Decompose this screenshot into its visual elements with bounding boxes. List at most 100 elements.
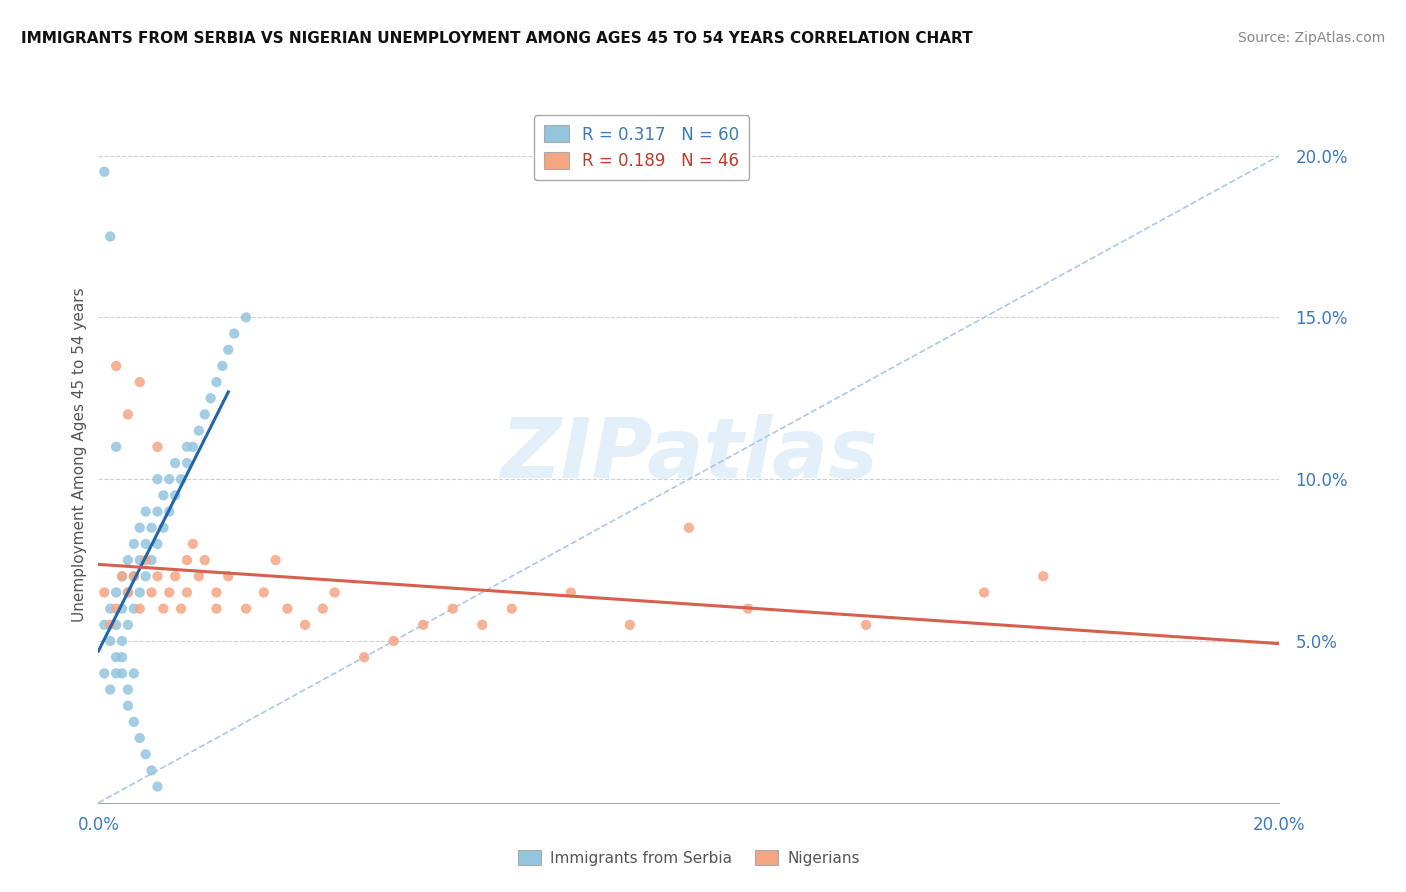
- Point: [187, 424, 209, 438]
- Point: [122, 714, 145, 729]
- Point: [157, 504, 180, 518]
- Point: [111, 650, 134, 665]
- Point: [128, 553, 150, 567]
- Point: [176, 440, 198, 454]
- Point: [382, 634, 405, 648]
- Point: [105, 440, 128, 454]
- Point: [181, 537, 204, 551]
- Point: [176, 553, 198, 567]
- Legend: Immigrants from Serbia, Nigerians: Immigrants from Serbia, Nigerians: [512, 844, 866, 871]
- Point: [117, 682, 139, 697]
- Point: [105, 585, 128, 599]
- Point: [122, 569, 145, 583]
- Point: [122, 666, 145, 681]
- Point: [200, 392, 222, 406]
- Point: [122, 601, 145, 615]
- Point: [205, 585, 228, 599]
- Point: [111, 634, 134, 648]
- Point: [111, 666, 134, 681]
- Point: [146, 472, 169, 486]
- Point: [93, 165, 115, 179]
- Point: [187, 569, 209, 583]
- Point: [217, 343, 239, 357]
- Point: [135, 504, 157, 518]
- Point: [93, 666, 115, 681]
- Point: [157, 472, 180, 486]
- Point: [619, 617, 641, 632]
- Point: [135, 747, 157, 762]
- Point: [170, 472, 193, 486]
- Point: [170, 601, 193, 615]
- Point: [117, 585, 139, 599]
- Point: [141, 764, 163, 778]
- Text: IMMIGRANTS FROM SERBIA VS NIGERIAN UNEMPLOYMENT AMONG AGES 45 TO 54 YEARS CORREL: IMMIGRANTS FROM SERBIA VS NIGERIAN UNEMP…: [21, 31, 973, 46]
- Point: [194, 553, 217, 567]
- Point: [224, 326, 246, 341]
- Point: [128, 585, 150, 599]
- Point: [264, 553, 287, 567]
- Point: [235, 601, 257, 615]
- Point: [98, 601, 121, 615]
- Point: [973, 585, 995, 599]
- Point: [98, 682, 121, 697]
- Point: [117, 553, 139, 567]
- Point: [122, 569, 145, 583]
- Point: [135, 569, 157, 583]
- Point: [152, 488, 174, 502]
- Point: [441, 601, 464, 615]
- Point: [111, 601, 134, 615]
- Point: [93, 585, 115, 599]
- Point: [211, 359, 233, 373]
- Point: [105, 666, 128, 681]
- Point: [93, 617, 115, 632]
- Point: [165, 488, 187, 502]
- Point: [141, 553, 163, 567]
- Point: [1032, 569, 1054, 583]
- Point: [737, 601, 759, 615]
- Point: [128, 375, 150, 389]
- Point: [205, 601, 228, 615]
- Point: [135, 537, 157, 551]
- Point: [141, 521, 163, 535]
- Point: [312, 601, 335, 615]
- Point: [253, 585, 276, 599]
- Y-axis label: Unemployment Among Ages 45 to 54 years: Unemployment Among Ages 45 to 54 years: [72, 287, 87, 623]
- Point: [560, 585, 582, 599]
- Point: [117, 585, 139, 599]
- Point: [105, 650, 128, 665]
- Point: [111, 569, 134, 583]
- Point: [117, 617, 139, 632]
- Point: [176, 585, 198, 599]
- Text: ZIPatlas: ZIPatlas: [501, 415, 877, 495]
- Point: [152, 521, 174, 535]
- Point: [235, 310, 257, 325]
- Point: [105, 617, 128, 632]
- Point: [157, 585, 180, 599]
- Point: [294, 617, 316, 632]
- Point: [146, 537, 169, 551]
- Point: [412, 617, 434, 632]
- Point: [111, 569, 134, 583]
- Point: [128, 521, 150, 535]
- Point: [98, 229, 121, 244]
- Point: [205, 375, 228, 389]
- Text: Source: ZipAtlas.com: Source: ZipAtlas.com: [1237, 31, 1385, 45]
- Point: [146, 569, 169, 583]
- Point: [353, 650, 375, 665]
- Point: [152, 601, 174, 615]
- Point: [135, 553, 157, 567]
- Point: [855, 617, 877, 632]
- Point: [194, 408, 217, 422]
- Point: [217, 569, 239, 583]
- Point: [105, 601, 128, 615]
- Point: [146, 780, 169, 794]
- Point: [105, 359, 128, 373]
- Point: [181, 440, 204, 454]
- Point: [146, 440, 169, 454]
- Point: [471, 617, 494, 632]
- Point: [165, 569, 187, 583]
- Point: [128, 601, 150, 615]
- Point: [141, 585, 163, 599]
- Point: [323, 585, 346, 599]
- Point: [98, 617, 121, 632]
